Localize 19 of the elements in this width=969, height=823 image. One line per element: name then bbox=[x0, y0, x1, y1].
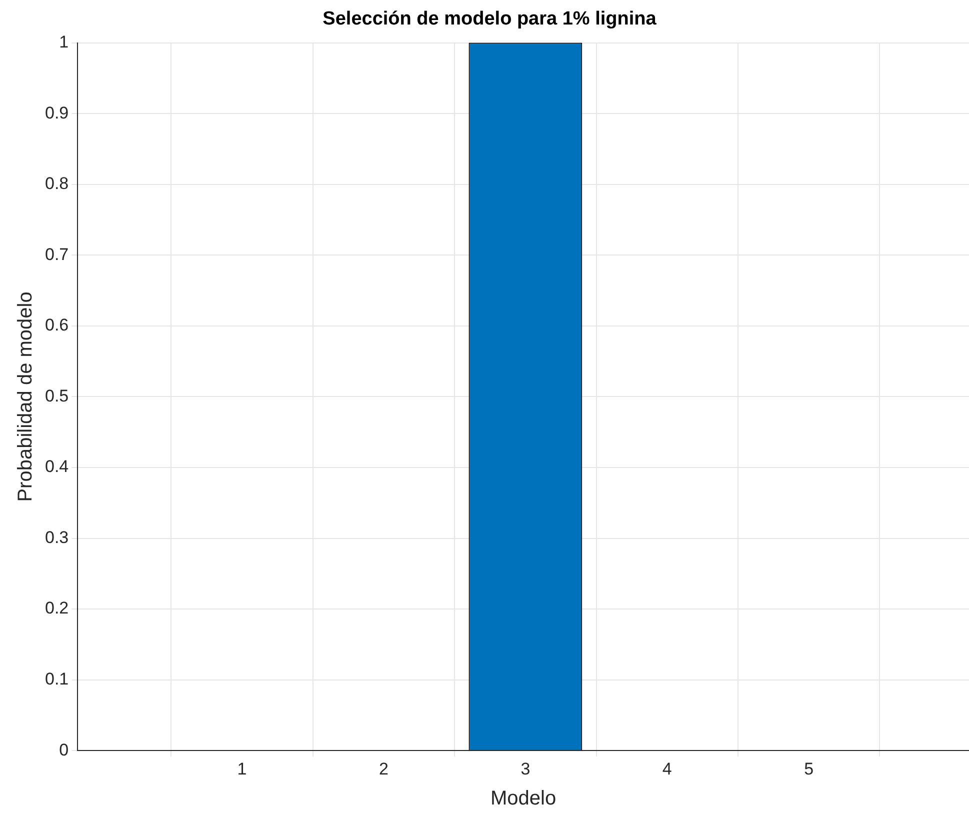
y-tick-label: 0.9 bbox=[44, 103, 69, 122]
y-tick-label: 0 bbox=[59, 740, 69, 760]
y-tick-label: 0.8 bbox=[44, 174, 69, 194]
x-tick-label: 2 bbox=[378, 759, 388, 778]
x-tick-label: 1 bbox=[237, 759, 247, 778]
y-tick-label: 0.6 bbox=[44, 316, 69, 335]
y-tick-label: 0.7 bbox=[44, 244, 69, 264]
x-tick-label: 4 bbox=[662, 759, 672, 778]
x-tick-label: 5 bbox=[804, 759, 814, 778]
y-tick-label: 0.5 bbox=[44, 386, 69, 406]
y-tick-label: 0.2 bbox=[44, 598, 69, 618]
y-tick-label: 1 bbox=[59, 32, 69, 52]
y-tick-label: 0.4 bbox=[44, 457, 69, 476]
y-tick-label: 0.3 bbox=[44, 528, 69, 547]
x-tick-label: 3 bbox=[520, 759, 530, 778]
chart-title: Selección de modelo para 1% lignina bbox=[322, 8, 657, 30]
y-axis-title: Probabilidad de modelo bbox=[14, 292, 37, 502]
y-tick-label: 0.1 bbox=[44, 670, 69, 689]
x-axis-title: Modelo bbox=[490, 788, 556, 810]
